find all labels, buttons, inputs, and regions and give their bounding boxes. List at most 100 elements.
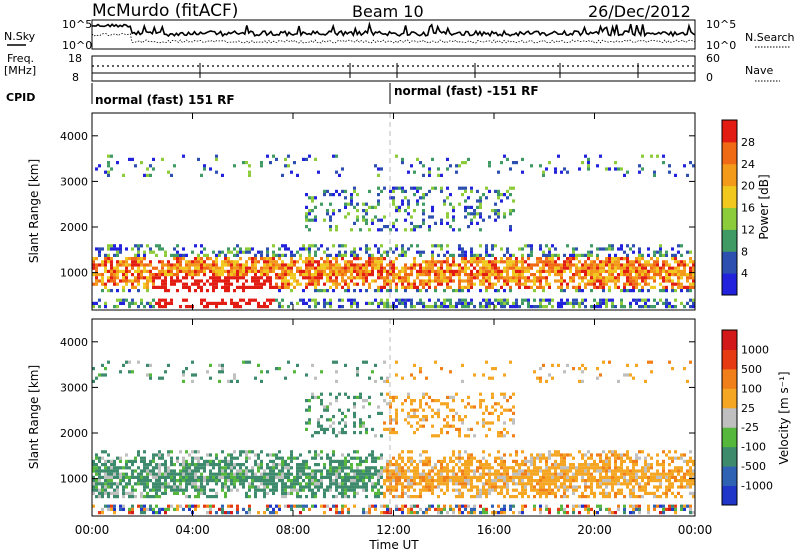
velocity-cell: [455, 463, 458, 467]
power-cell: [128, 301, 131, 305]
velocity-cell: [503, 504, 506, 508]
power-cell: [446, 298, 449, 302]
power-cell: [461, 285, 464, 289]
velocity-cell: [431, 415, 434, 419]
velocity-cell: [368, 415, 371, 419]
velocity-cell: [383, 469, 386, 473]
velocity-cell: [341, 475, 344, 479]
power-cell: [101, 276, 104, 280]
velocity-cell: [182, 475, 185, 479]
velocity-cell: [167, 469, 170, 473]
power-cell: [131, 260, 134, 264]
velocity-cell: [428, 472, 431, 476]
velocity-cell: [497, 456, 500, 460]
power-cell: [182, 257, 185, 261]
velocity-cell: [95, 456, 98, 460]
velocity-cell: [416, 408, 419, 412]
power-cell: [224, 263, 227, 267]
power-cell: [107, 276, 110, 280]
power-cell: [506, 273, 509, 277]
velocity-cell: [221, 472, 224, 476]
power-cell: [479, 196, 482, 200]
power-cell: [296, 250, 299, 254]
power-cell: [272, 154, 275, 158]
velocity-cell: [632, 507, 635, 511]
power-cell: [458, 202, 461, 206]
velocity-cell: [482, 491, 485, 495]
power-cell: [302, 157, 305, 161]
power-cell: [425, 289, 428, 293]
velocity-cell: [404, 463, 407, 467]
velocity-cell: [218, 475, 221, 479]
power-cell: [641, 266, 644, 270]
power-cell: [353, 298, 356, 302]
velocity-cell: [551, 475, 554, 479]
power-cell: [335, 189, 338, 193]
power-cell: [494, 269, 497, 273]
power-cell: [518, 260, 521, 264]
power-cell: [650, 269, 653, 273]
power-cell: [116, 266, 119, 270]
velocity-cell: [320, 469, 323, 473]
velocity-cell: [395, 395, 398, 399]
power-cell: [341, 266, 344, 270]
power-cell: [413, 263, 416, 267]
power-cell: [215, 301, 218, 305]
power-cell: [353, 221, 356, 225]
velocity-cell: [257, 485, 260, 489]
velocity-cell: [125, 459, 128, 463]
velocity-cell: [410, 495, 413, 499]
velocity-cell: [212, 463, 215, 467]
velocity-cell: [371, 450, 374, 454]
velocity-cell: [143, 450, 146, 454]
velocity-cell: [620, 475, 623, 479]
velocity-cell: [359, 431, 362, 435]
power-cell: [437, 305, 440, 309]
power-cell: [302, 269, 305, 273]
power-cell: [581, 266, 584, 270]
power-cell: [341, 269, 344, 273]
power-cell: [404, 273, 407, 277]
power-cell: [542, 298, 545, 302]
power-cell: [674, 298, 677, 302]
velocity-cell: [224, 479, 227, 483]
power-cell: [605, 269, 608, 273]
velocity-cell: [464, 482, 467, 486]
power-cell: [647, 247, 650, 251]
power-cell: [167, 289, 170, 293]
power-cell: [395, 228, 398, 232]
velocity-cell: [353, 456, 356, 460]
velocity-cell: [491, 405, 494, 409]
power-cell: [566, 244, 569, 248]
power-cell: [341, 305, 344, 309]
power-cell: [134, 269, 137, 273]
velocity-cell: [161, 456, 164, 460]
velocity-cell: [182, 466, 185, 470]
velocity-cell: [317, 463, 320, 467]
velocity-cell: [191, 504, 194, 508]
power-cell: [287, 266, 290, 270]
power-cell: [122, 273, 125, 277]
velocity-cell: [206, 459, 209, 463]
power-cell: [371, 218, 374, 222]
velocity-cell: [317, 488, 320, 492]
velocity-cell: [545, 466, 548, 470]
velocity-cell: [512, 411, 515, 415]
velocity-cell: [107, 507, 110, 511]
velocity-cell: [143, 504, 146, 508]
power-cell: [206, 279, 209, 283]
power-cell: [503, 301, 506, 305]
power-cell: [614, 269, 617, 273]
velocity-cell: [626, 456, 629, 460]
velocity-cell: [350, 479, 353, 483]
power-cell: [488, 269, 491, 273]
velocity-cell: [539, 511, 542, 515]
power-cell: [164, 279, 167, 283]
velocity-cell: [416, 421, 419, 425]
velocity-cell: [116, 495, 119, 499]
power-cell: [494, 209, 497, 213]
power-cell: [134, 260, 137, 264]
power-cell: [374, 260, 377, 264]
power-cell: [323, 193, 326, 197]
velocity-cell: [290, 456, 293, 460]
